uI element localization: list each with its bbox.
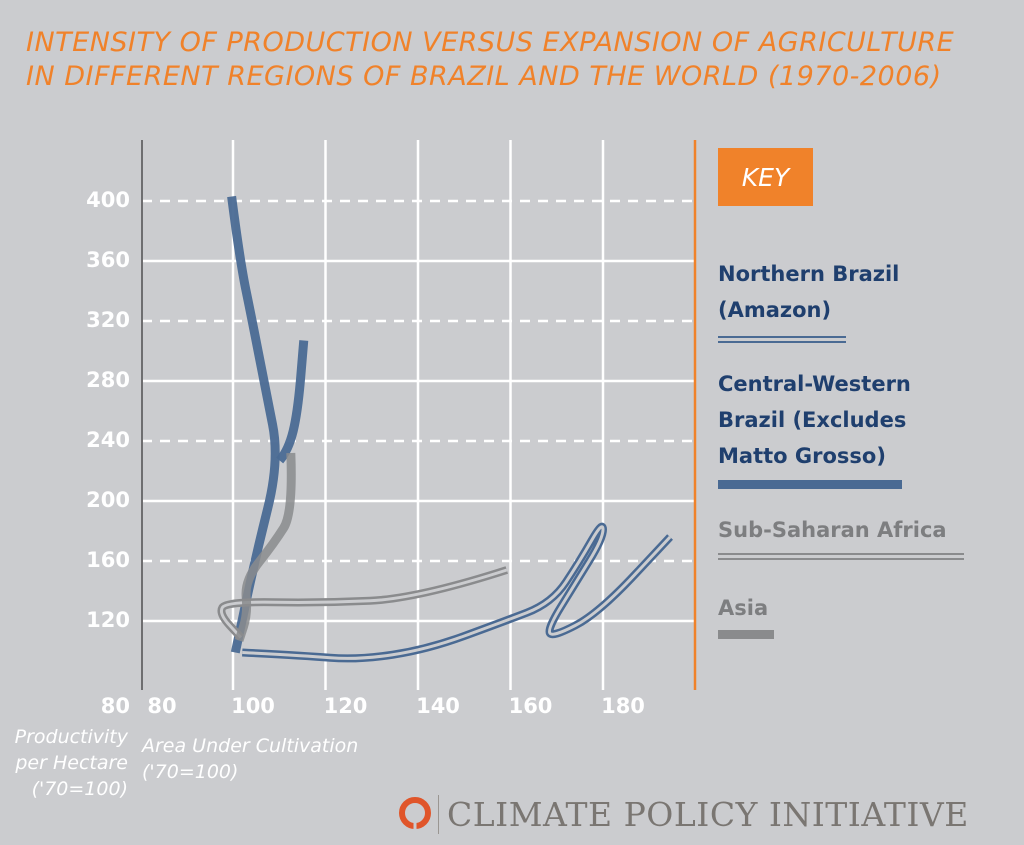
y-tick-label: 280 (86, 368, 130, 392)
series-line (234, 452, 296, 642)
y-tick-label: 240 (86, 428, 130, 452)
y-tick-label: 80 (100, 694, 130, 718)
x-tick-label: 140 (416, 694, 460, 718)
legend-label: Sub-Saharan Africa (718, 518, 947, 542)
series-asia (234, 452, 296, 642)
y-tick-label: 200 (86, 488, 130, 512)
series-central-western (227, 195, 309, 654)
y-tick-label: 120 (86, 608, 130, 632)
x-tick-label: 160 (508, 694, 553, 718)
y-tick-label: 400 (86, 188, 130, 212)
x-tick-label: 80 (147, 694, 177, 718)
x-axis-label: Area Under Cultivation ('70=100) (142, 735, 359, 783)
y-axis-label: Productivity per Hectare ('70=100) (14, 726, 128, 800)
y-tick-label: 160 (86, 548, 130, 572)
y-tick-label: 320 (86, 308, 130, 332)
legend-swatch (718, 480, 902, 489)
legend-label: Asia (718, 596, 769, 620)
legend-swatch (718, 336, 846, 343)
series-line-inner (219, 568, 508, 639)
series-northern-brazil (242, 522, 673, 663)
legend-key-header: KEY (718, 148, 813, 206)
series-line (217, 566, 509, 641)
legend-swatch (718, 553, 964, 560)
legend-label: Northern Brazil (Amazon) (718, 262, 900, 322)
series-line (276, 340, 309, 464)
climate-policy-initiative-logo: CLIMATE POLICY INITIATIVE (398, 794, 969, 834)
y-tick-label: 360 (86, 248, 130, 272)
logo-icon (399, 797, 431, 830)
chart-title: INTENSITY OF PRODUCTION VERSUS EXPANSION… (26, 27, 955, 92)
x-tick-label: 180 (601, 694, 645, 718)
logo-text: CLIMATE POLICY INITIATIVE (438, 794, 969, 834)
x-tick-label: 120 (323, 694, 368, 718)
series-line-inner (242, 525, 672, 660)
legend-swatch (718, 630, 774, 639)
x-tick-label: 100 (231, 694, 275, 718)
series-sub-saharan-africa (217, 566, 509, 641)
series-line (227, 195, 280, 654)
legend-label: Central-Western Brazil (Excludes Matto G… (718, 372, 911, 468)
